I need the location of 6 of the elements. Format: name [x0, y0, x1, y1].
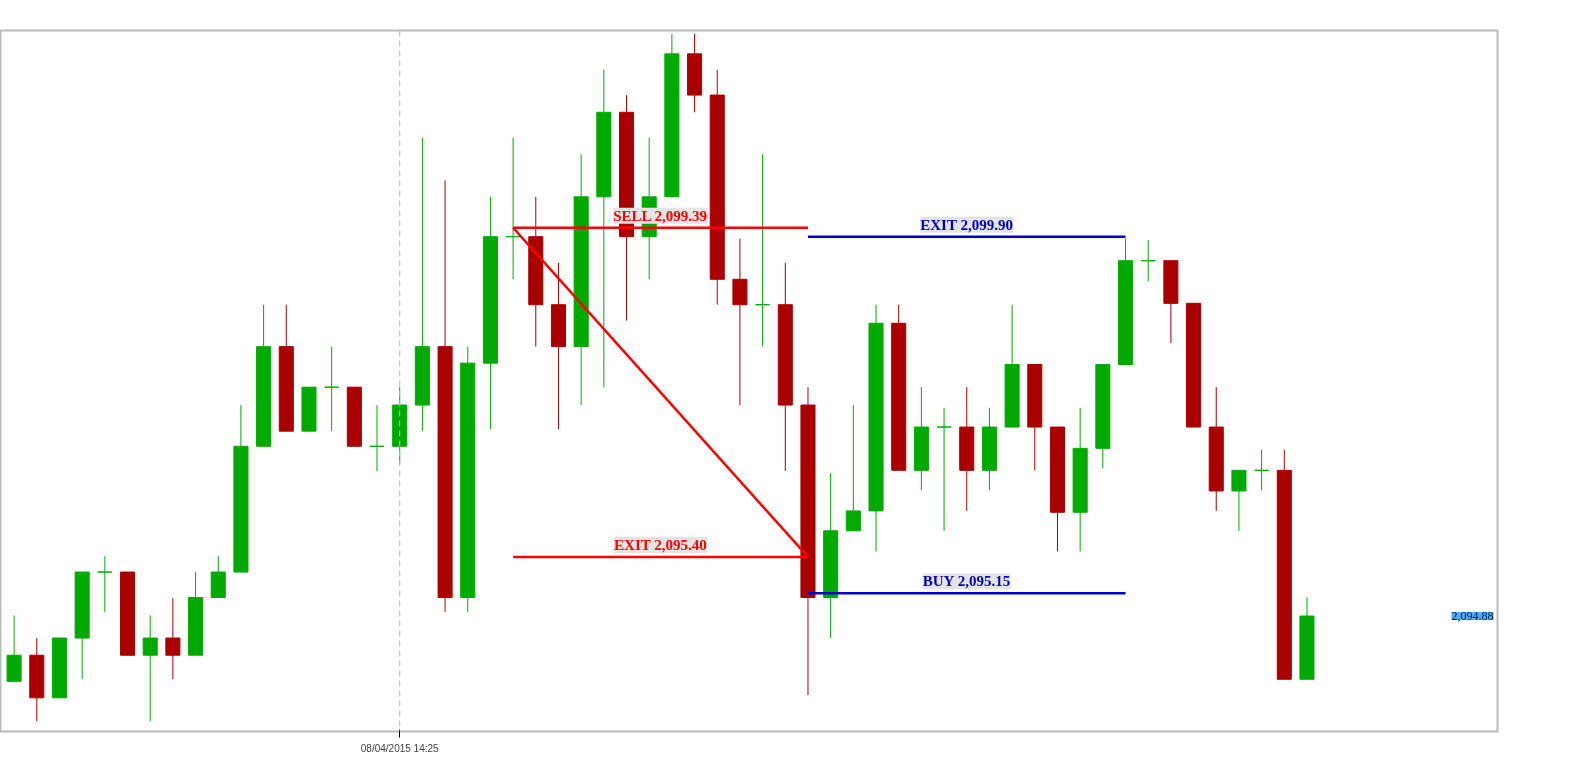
text: 2,094.88	[1451, 609, 1494, 624]
series-label: EXIT 2,095.40	[614, 536, 707, 553]
series-label: SELL 2,099.39	[613, 207, 708, 224]
series-label: BUY 2,095.15	[922, 573, 1011, 590]
x-tick-label: 08/04/2015 14:25	[360, 742, 440, 754]
series-label: EXIT 2,099.90	[920, 216, 1013, 233]
